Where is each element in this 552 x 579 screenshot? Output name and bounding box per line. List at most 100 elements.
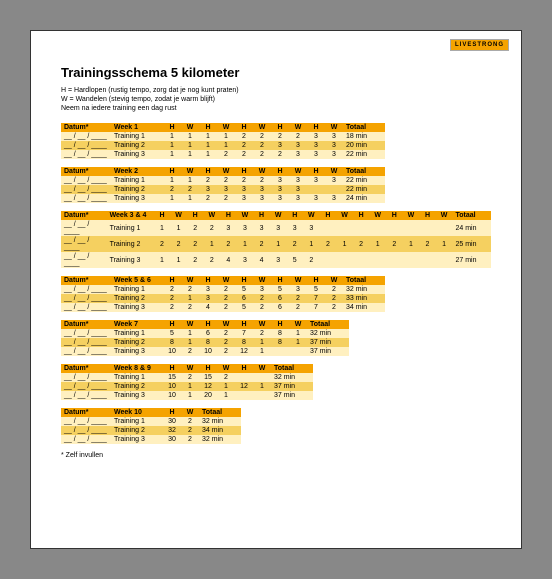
date-cell[interactable]: __ / __ / ____ [61,294,111,303]
hw-cell: 1 [154,220,170,236]
hw-cell: 1 [181,329,199,338]
date-cell[interactable]: __ / __ / ____ [61,185,111,194]
hw-header: W [403,211,420,220]
hw-cell: 1 [181,150,199,159]
date-cell[interactable]: __ / __ / ____ [61,252,107,268]
hw-cell: 2 [187,220,203,236]
hw-cell: 2 [289,303,307,312]
hw-cell: 2 [235,176,253,185]
date-cell[interactable]: __ / __ / ____ [61,150,111,159]
hw-header: W [181,408,199,417]
hw-cell: 2 [181,285,199,294]
hw-cell: 1 [199,141,217,150]
week-table: Datum* Week 10 HW Totaal __ / __ / ____ … [61,408,241,444]
training-row: __ / __ / ____ Training 3 1122333333 24 … [61,194,385,203]
week-header-row: Datum* Week 3 & 4 HWHWHWHWHWHWHWHWHW Tot… [61,211,491,220]
training-row: __ / __ / ____ Training 2 22333333 22 mi… [61,185,385,194]
hw-header: H [271,167,289,176]
training-label: Training 1 [111,176,163,185]
hw-header: W [217,123,235,132]
training-row: __ / __ / ____ Training 2 101121121 37 m… [61,382,313,391]
hw-cell: 1 [181,141,199,150]
hw-header: W [253,276,271,285]
date-cell[interactable]: __ / __ / ____ [61,141,111,150]
hw-cell [386,252,402,268]
date-cell[interactable]: __ / __ / ____ [61,220,107,236]
date-cell[interactable]: __ / __ / ____ [61,132,111,141]
hw-cell [436,220,453,236]
hw-header: W [217,320,235,329]
hw-header: W [289,276,307,285]
hw-cell: 2 [217,150,235,159]
week-table: Datum* Week 7 HWHWHWHW Totaal __ / __ / … [61,320,349,356]
training-row: __ / __ / ____ Training 2 2132626272 33 … [61,294,385,303]
page-title: Trainingsschema 5 kilometer [61,65,491,80]
hw-cell: 1 [170,220,187,236]
hw-cell: 2 [419,236,435,252]
hw-header: H [199,276,217,285]
hw-cell: 1 [199,132,217,141]
date-cell[interactable]: __ / __ / ____ [61,285,111,294]
hw-cell: 2 [253,294,271,303]
date-cell[interactable]: __ / __ / ____ [61,176,111,185]
week-header-row: Datum* Week 7 HWHWHWHW Totaal [61,320,349,329]
hw-header: W [369,211,386,220]
hw-cell: 12 [235,347,253,356]
hw-cell [253,373,271,382]
date-header: Datum* [61,123,111,132]
date-cell[interactable]: __ / __ / ____ [61,373,111,382]
date-cell[interactable]: __ / __ / ____ [61,391,111,400]
hw-cell: 1 [289,329,307,338]
hw-cell: 3 [271,194,289,203]
hw-header: H [220,211,236,220]
date-cell[interactable]: __ / __ / ____ [61,338,111,347]
hw-cell: 1 [369,236,386,252]
hw-cell: 5 [235,285,253,294]
hw-cell: 2 [220,236,236,252]
date-cell[interactable]: __ / __ / ____ [61,382,111,391]
hw-header: W [253,167,271,176]
total-cell: 32 min [271,373,313,382]
hw-cell: 3 [271,141,289,150]
total-header: Totaal [452,211,491,220]
hw-cell: 1 [217,141,235,150]
date-header: Datum* [61,408,111,417]
hw-cell: 2 [235,132,253,141]
hw-header: H [253,211,269,220]
date-cell[interactable]: __ / __ / ____ [61,194,111,203]
date-cell[interactable]: __ / __ / ____ [61,303,111,312]
date-cell[interactable]: __ / __ / ____ [61,435,111,444]
hw-header: H [419,211,435,220]
total-cell: 37 min [307,347,349,356]
hw-cell [419,252,435,268]
hw-cell [289,347,307,356]
hw-cell: 5 [163,329,181,338]
hw-cell: 1 [253,382,271,391]
hw-header: W [270,211,287,220]
hw-cell: 3 [289,285,307,294]
training-row: __ / __ / ____ Training 1 302 32 min [61,417,241,426]
date-cell[interactable]: __ / __ / ____ [61,236,107,252]
date-cell[interactable]: __ / __ / ____ [61,329,111,338]
training-row: __ / __ / ____ Training 2 81828181 37 mi… [61,338,349,347]
date-cell[interactable]: __ / __ / ____ [61,417,111,426]
hw-cell: 30 [163,435,181,444]
hw-header: H [199,320,217,329]
week-header-row: Datum* Week 10 HW Totaal [61,408,241,417]
hw-cell: 1 [237,236,254,252]
hw-cell: 2 [217,347,235,356]
total-cell: 32 min [199,417,241,426]
hw-cell: 2 [235,141,253,150]
date-cell[interactable]: __ / __ / ____ [61,426,111,435]
hw-cell: 1 [163,194,181,203]
training-label: Training 2 [111,338,163,347]
hw-cell: 2 [154,236,170,252]
date-cell[interactable]: __ / __ / ____ [61,347,111,356]
hw-cell: 1 [403,236,420,252]
hw-header: W [181,167,199,176]
hw-header: H [235,167,253,176]
hw-cell: 10 [163,382,181,391]
hw-cell: 15 [199,373,217,382]
hw-cell: 1 [181,338,199,347]
hw-cell: 4 [199,303,217,312]
